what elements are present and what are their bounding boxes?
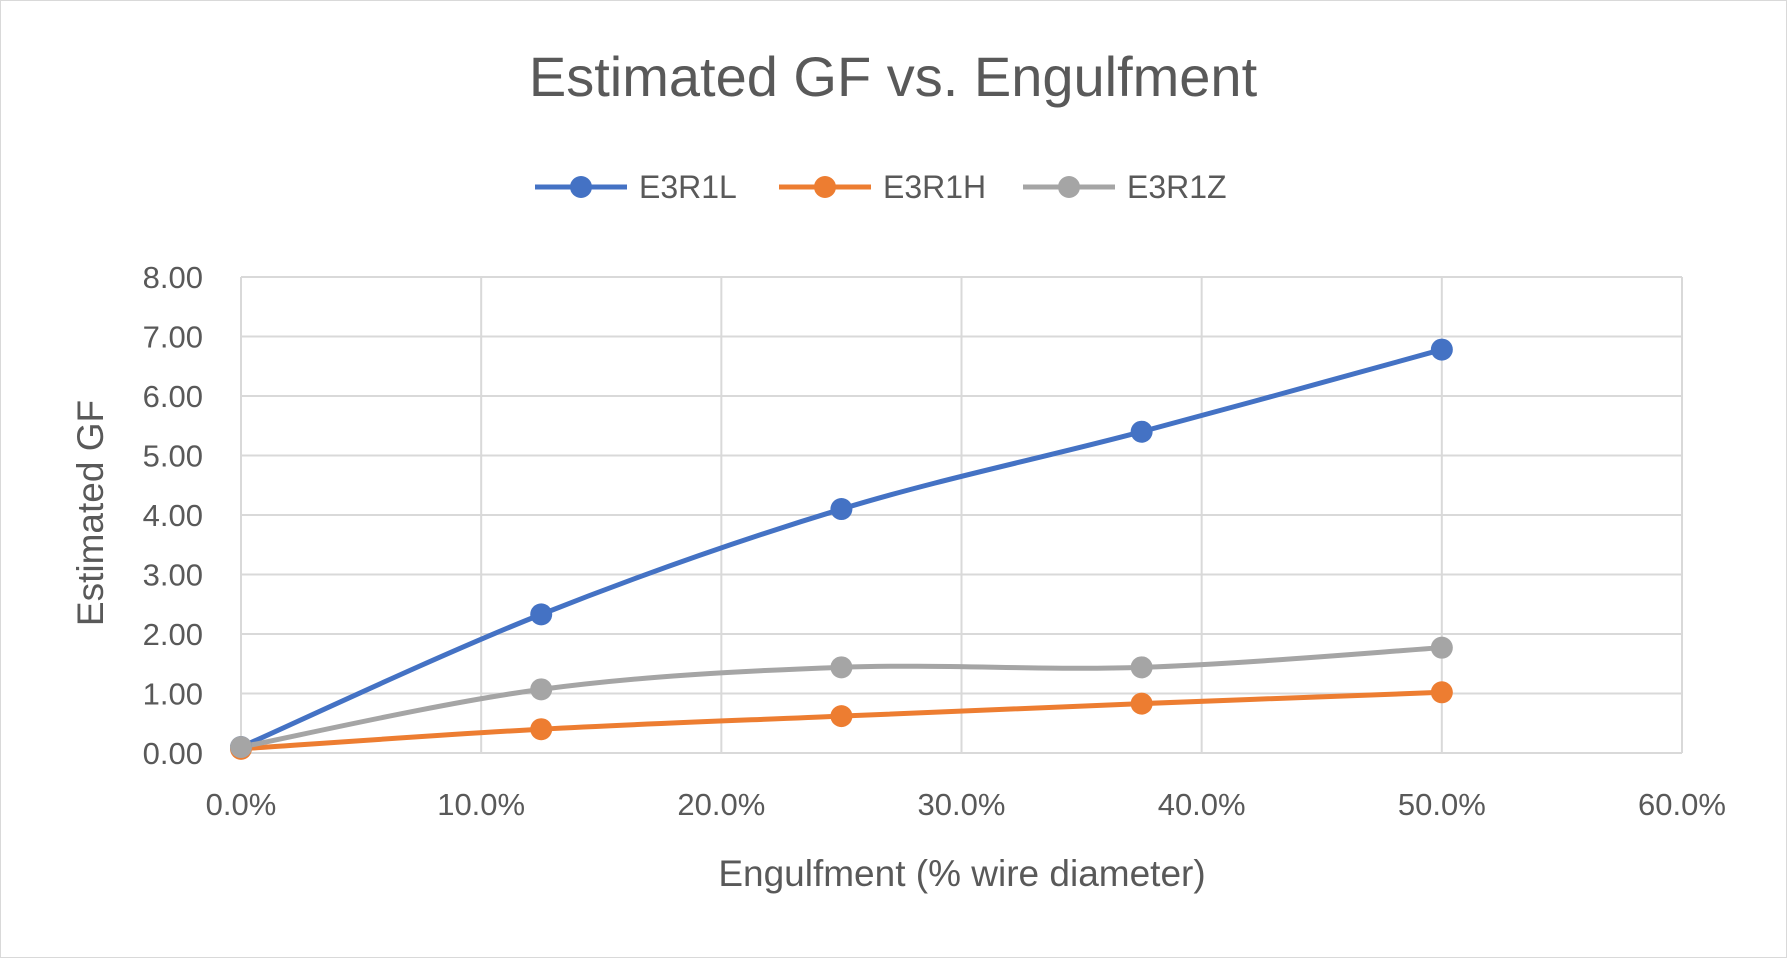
y-tick-label: 0.00 xyxy=(143,736,203,771)
series-lines xyxy=(239,347,1443,752)
legend-item-e3r1z: E3R1Z xyxy=(1023,169,1227,205)
data-point-e3r1l xyxy=(1430,338,1453,361)
legend-label: E3R1H xyxy=(883,169,986,205)
x-tick-label: 40.0% xyxy=(1158,787,1246,822)
data-point-e3r1l xyxy=(530,603,553,626)
data-point-e3r1l xyxy=(1130,420,1153,443)
y-tick-label: 7.00 xyxy=(143,320,203,355)
legend-marker xyxy=(814,176,836,198)
data-point-e3r1h xyxy=(830,705,853,728)
chart-title: Estimated GF vs. Engulfment xyxy=(529,45,1258,108)
y-tick-label: 1.00 xyxy=(143,677,203,712)
y-tick-label: 2.00 xyxy=(143,617,203,652)
y-axis-title: Estimated GF xyxy=(70,400,111,626)
y-tick-label: 5.00 xyxy=(143,439,203,474)
y-axis: 0.00 1.00 2.00 3.00 4.00 5.00 6.00 7.00 8.00 xyxy=(143,260,242,771)
legend-label: E3R1L xyxy=(639,169,737,205)
y-tick-label: 4.00 xyxy=(143,498,203,533)
x-axis: 0.0% 10.0% 20.0% 30.0% 40.0% 50.0% 60.0% xyxy=(206,752,1726,822)
data-point-e3r1l xyxy=(830,498,853,521)
data-point-e3r1z xyxy=(530,678,553,701)
y-tick-label: 6.00 xyxy=(143,379,203,414)
data-point-e3r1z xyxy=(1130,656,1153,679)
x-tick-label: 0.0% xyxy=(206,787,277,822)
x-tick-label: 20.0% xyxy=(677,787,765,822)
gridlines xyxy=(241,276,1683,753)
data-point-e3r1z xyxy=(1430,636,1453,659)
data-point-e3r1z xyxy=(830,656,853,679)
data-point-e3r1h xyxy=(1130,692,1153,715)
x-axis-title: Engulfment (% wire diameter) xyxy=(718,853,1205,894)
data-point-e3r1h xyxy=(1430,681,1453,704)
series-line-e3r1l xyxy=(239,347,1443,750)
legend-marker xyxy=(570,176,592,198)
x-tick-label: 60.0% xyxy=(1638,787,1726,822)
data-point-e3r1h xyxy=(530,718,553,741)
y-tick-label: 8.00 xyxy=(143,260,203,295)
legend-label: E3R1Z xyxy=(1127,169,1227,205)
data-point-e3r1z xyxy=(230,736,252,759)
legend-marker xyxy=(1058,176,1080,198)
x-tick-label: 50.0% xyxy=(1398,787,1486,822)
y-tick-label: 3.00 xyxy=(143,558,203,593)
legend-item-e3r1h: E3R1H xyxy=(779,169,986,205)
legend: E3R1L E3R1H E3R1Z xyxy=(535,169,1227,205)
x-tick-label: 30.0% xyxy=(918,787,1006,822)
series-markers xyxy=(230,338,1453,760)
x-tick-label: 10.0% xyxy=(437,787,525,822)
legend-item-e3r1l: E3R1L xyxy=(535,169,737,205)
